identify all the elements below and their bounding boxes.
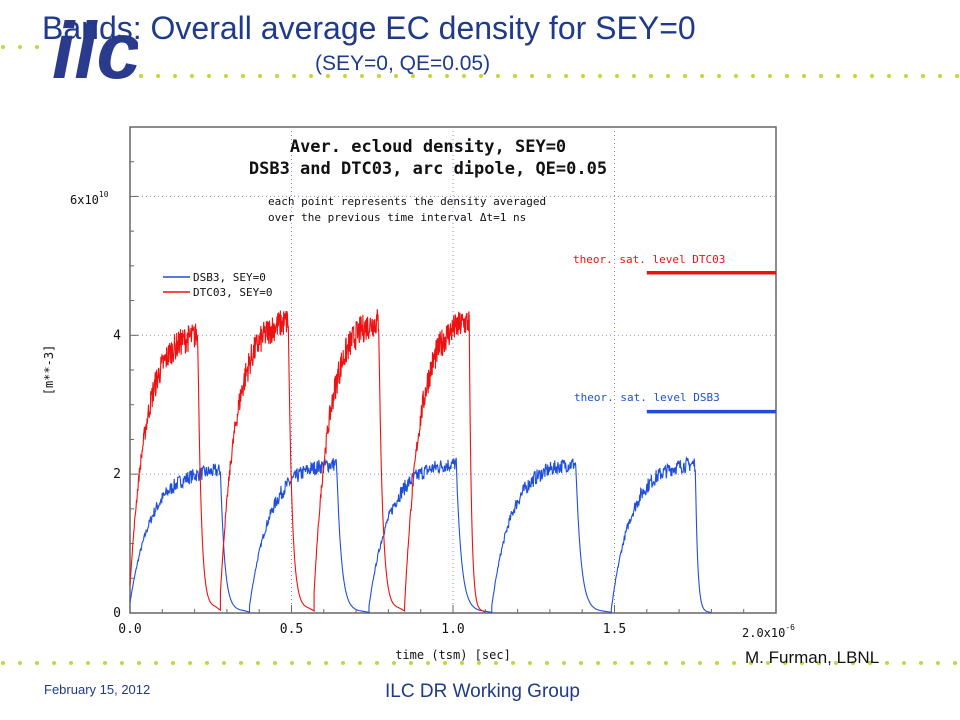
legend-label-dsb3: DSB3, SEY=0 [193,271,266,284]
x-axis-label: time (tsm) [sec] [395,648,511,662]
working-group: ILC DR Working Group [385,681,580,702]
x-unit-label: 2.0x10-6 [742,623,795,640]
series [129,309,712,614]
grid [130,127,776,613]
dotted-rule-top [138,73,960,79]
sat-label-dsb3: theor. sat. level DSB3 [574,391,720,404]
series-line-0 [129,455,712,614]
chart-title-line-1: Aver. ecloud density, SEY=0 [290,137,566,157]
x-tick-label: 0.0 [118,622,141,637]
chart-annotation-line-1: each point represents the density averag… [268,195,546,208]
y-tick-label: 0 [113,606,121,621]
slide-subtitle: (SEY=0, QE=0.05) [315,52,491,75]
slide-date: February 15, 2012 [44,682,151,697]
chart-annotation-line-2: over the previous time interval Δt=1 ns [268,211,526,224]
saturation-levels [646,271,776,414]
y-unit-label: 6x1010 [70,190,109,207]
sat-label-dtc03: theor. sat. level DTC03 [573,253,725,266]
ilc-logo: ilc [52,6,138,88]
slide-title: Bands: Overall average EC density for SE… [42,10,696,46]
dotted-rule-bottom [0,660,960,666]
legend-label-dtc03: DTC03, SEY=0 [193,286,272,299]
chart-title-line-2: DSB3 and DTC03, arc dipole, QE=0.05 [249,159,607,179]
x-tick-label: 1.0 [441,622,464,637]
svg-text:ilc: ilc [52,6,138,88]
x-tick-label: 0.5 [280,622,303,637]
y-tick-label: 4 [113,328,121,343]
y-tick-label: 2 [113,467,121,482]
ticks: 0.0 0.5 1.0 1.5 0 2 4 [113,126,777,637]
x-tick-label: 1.5 [603,622,626,637]
series-line-1 [129,309,486,613]
y-axis-label: [m**-3] [42,345,56,396]
author-credit: M. Furman, LBNL [745,648,880,667]
